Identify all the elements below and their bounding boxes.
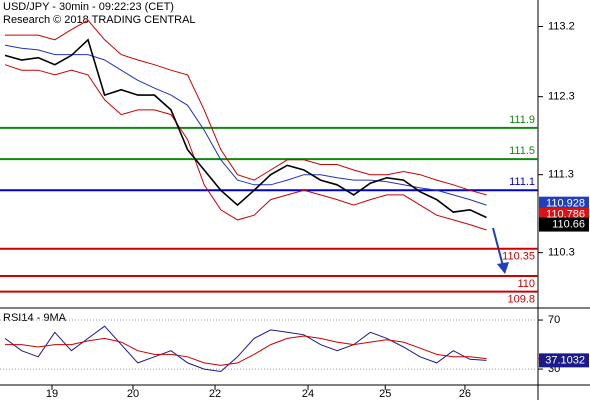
series-line: [4, 64, 487, 231]
series-line: [5, 335, 487, 366]
level-label: 111.5: [509, 145, 535, 157]
y-tick-label: 70: [548, 314, 560, 326]
x-tick-label: 19: [46, 388, 58, 400]
y-tick-label: 110.3: [548, 247, 575, 259]
y-tick-label: 112.3: [548, 91, 575, 103]
price-label-box: [539, 353, 589, 368]
level-label: 111.1: [509, 176, 535, 188]
price-label-box: [539, 217, 589, 232]
x-tick-label: 20: [127, 388, 139, 400]
level-label: 111.9: [509, 114, 535, 126]
x-tick-label: 25: [379, 388, 391, 400]
price-label: 110.928: [546, 198, 585, 210]
arrow: [492, 227, 509, 274]
level-label: 110.35: [502, 251, 535, 263]
price-label-box: [539, 196, 589, 211]
level-label: 109.8: [507, 294, 535, 306]
price-label: 37.1032: [545, 354, 585, 366]
rsi-title: RSI14 - 9MA: [3, 312, 67, 324]
series-line: [4, 44, 487, 206]
x-tick-label: 26: [459, 388, 471, 400]
y-tick-label: 111.3: [548, 169, 574, 181]
price-label: 110.66: [552, 218, 585, 230]
y-tick-label: 113.2: [548, 20, 575, 32]
x-tick-label: 24: [302, 388, 314, 400]
series-line: [5, 19, 487, 196]
x-tick-label: 22: [209, 388, 221, 400]
series-line: [4, 325, 487, 373]
chart-subtitle: Research © 2018 TRADING CENTRAL: [3, 14, 196, 26]
series-line: [4, 38, 487, 219]
level-label: 110: [517, 278, 535, 290]
chart-title: USD/JPY - 30min - 09:22:23 (CET): [3, 1, 174, 13]
